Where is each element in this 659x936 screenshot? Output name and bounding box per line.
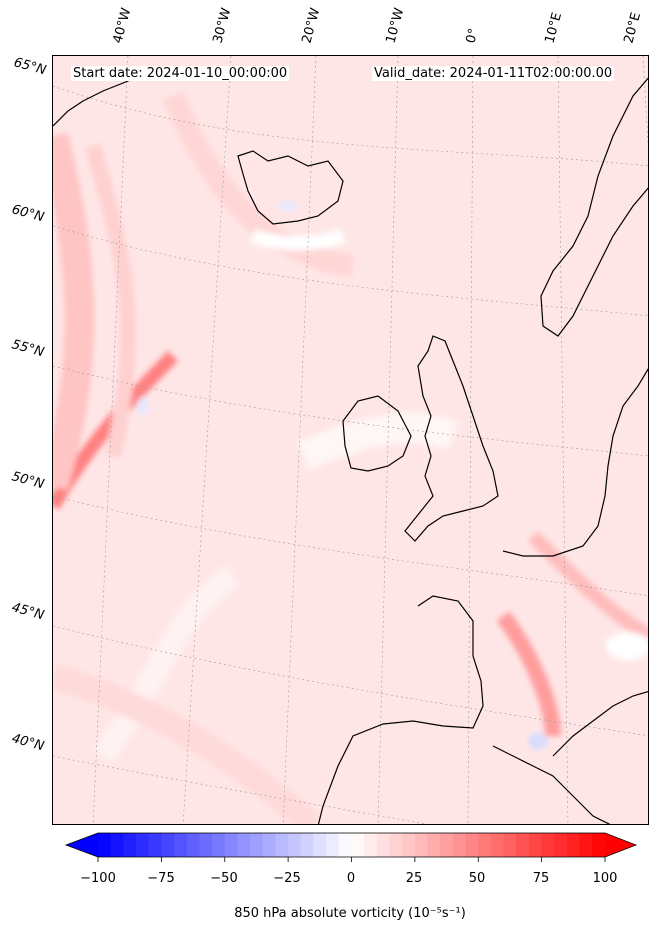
colorbar-cell xyxy=(338,833,352,857)
colorbar-extend-high xyxy=(605,833,636,857)
valid-date-label: Valid_date: 2024-01-11T02:00:00.00 xyxy=(372,66,615,81)
colorbar-cell xyxy=(110,833,124,857)
colorbar-cell xyxy=(376,833,391,857)
colorbar-cell xyxy=(364,833,378,857)
colorbar-tick-label: 50 xyxy=(468,871,486,886)
colorbar-cell xyxy=(503,833,517,857)
lat-label-60n: 60°N xyxy=(10,202,46,226)
lon-label-10e: 10°E xyxy=(542,10,566,46)
colorbar-cell xyxy=(326,833,340,857)
colorbar-tick-label: −25 xyxy=(273,871,301,886)
map-panel xyxy=(52,55,649,825)
colorbar-cell xyxy=(516,833,530,857)
colorbar-cell xyxy=(528,833,543,857)
colorbar-cell xyxy=(262,833,276,857)
colorbar-cell xyxy=(389,833,403,857)
colorbar-cell xyxy=(351,833,365,857)
colorbar-tick-label: 0 xyxy=(346,871,356,886)
lat-label-65n: 65°N xyxy=(12,55,48,79)
colorbar-cell xyxy=(490,833,505,857)
graticule xyxy=(53,56,648,824)
lon-label-20e: 20°E xyxy=(621,10,645,46)
colorbar-ticks xyxy=(97,857,606,862)
lat-label-45n: 45°N xyxy=(10,600,46,624)
colorbar-tick-label: 25 xyxy=(405,871,423,886)
colorbar-cell xyxy=(237,833,251,857)
colorbar-cell xyxy=(186,833,200,857)
colorbar-cell xyxy=(478,833,492,857)
colorbar-cell xyxy=(123,833,137,857)
colorbar-cell xyxy=(199,833,213,857)
colorbar-tick-label: 75 xyxy=(532,871,550,886)
colorbar-tick-label: 100 xyxy=(592,871,618,886)
lat-label-50n: 50°N xyxy=(10,469,46,493)
colorbar-cell xyxy=(288,833,302,857)
colorbar-cell xyxy=(452,833,467,857)
lon-label-40w: 40°W xyxy=(110,6,135,45)
colorbar-cell xyxy=(402,833,416,857)
colorbar-cell xyxy=(566,833,581,857)
colorbar-cell xyxy=(98,833,112,857)
colorbar-cell xyxy=(174,833,188,857)
colorbar xyxy=(64,832,638,862)
colorbar-cell xyxy=(427,833,441,857)
colorbar-cell xyxy=(313,833,327,857)
colorbar-cell xyxy=(554,833,568,857)
colorbar-tick-label: −75 xyxy=(147,871,175,886)
colorbar-tick-label: −50 xyxy=(210,871,238,886)
lon-label-20w: 20°W xyxy=(299,6,324,45)
colorbar-cell xyxy=(414,833,429,857)
colorbar-cell xyxy=(212,833,226,857)
colorbar-cell xyxy=(161,833,175,857)
vorticity-map xyxy=(53,56,648,824)
colorbar-cell xyxy=(592,833,606,857)
colorbar-cell xyxy=(541,833,555,857)
coastlines xyxy=(53,73,648,824)
lon-label-10w: 10°W xyxy=(383,6,408,45)
colorbar-tick-label: −100 xyxy=(80,871,116,886)
colorbar-cell xyxy=(224,833,238,857)
colorbar-cells xyxy=(98,833,606,857)
colorbar-cell xyxy=(136,833,150,857)
lon-label-0: 0° xyxy=(463,26,482,45)
colorbar-extend-low xyxy=(66,833,98,857)
colorbar-cell xyxy=(148,833,162,857)
lon-label-30w: 30°W xyxy=(210,6,235,45)
colorbar-cell xyxy=(300,833,314,857)
colorbar-cell xyxy=(579,833,593,857)
colorbar-cell xyxy=(275,833,289,857)
lat-label-55n: 55°N xyxy=(10,337,46,361)
colorbar-cell xyxy=(440,833,454,857)
colorbar-cell xyxy=(250,833,264,857)
colorbar-title: 850 hPa absolute vorticity (10⁻⁵s⁻¹) xyxy=(234,906,466,921)
vorticity-field xyxy=(53,91,648,824)
lat-label-40n: 40°N xyxy=(10,731,46,755)
colorbar-cell xyxy=(465,833,479,857)
start-date-label: Start date: 2024-01-10_00:00:00 xyxy=(71,66,290,81)
